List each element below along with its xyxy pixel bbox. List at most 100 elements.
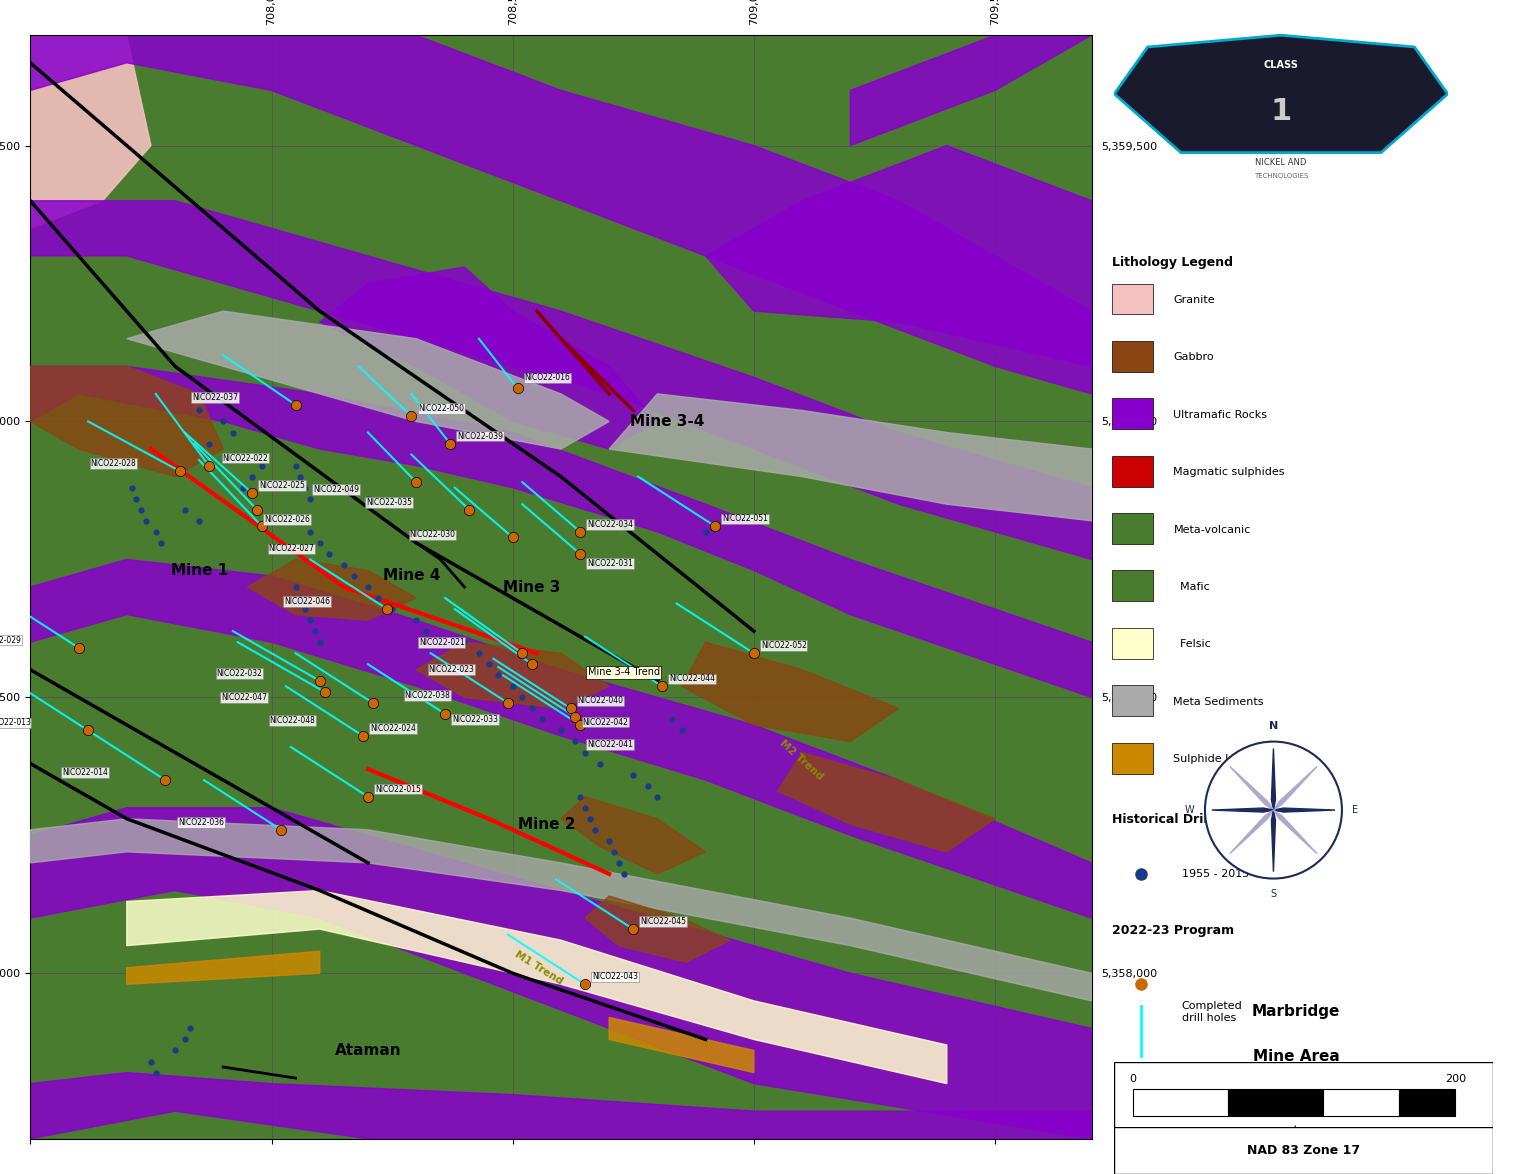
Polygon shape bbox=[561, 797, 705, 873]
Point bbox=[622, 765, 646, 784]
Point bbox=[741, 643, 766, 662]
Point bbox=[611, 864, 635, 883]
Polygon shape bbox=[609, 1018, 753, 1073]
Text: NICO22-037: NICO22-037 bbox=[193, 393, 238, 402]
Text: NICO22-040: NICO22-040 bbox=[578, 696, 623, 706]
Bar bbox=[1111, 456, 1152, 486]
Polygon shape bbox=[850, 35, 1092, 146]
Point bbox=[299, 610, 323, 629]
Polygon shape bbox=[585, 896, 729, 963]
Point bbox=[511, 688, 535, 707]
Point bbox=[240, 484, 264, 502]
Text: 200: 200 bbox=[1445, 1074, 1466, 1084]
Text: Mine Area: Mine Area bbox=[1252, 1048, 1340, 1064]
Polygon shape bbox=[1211, 808, 1273, 812]
Text: NICO22-045: NICO22-045 bbox=[640, 917, 687, 926]
Text: Mine 3-4: Mine 3-4 bbox=[629, 414, 705, 429]
Polygon shape bbox=[1273, 767, 1317, 810]
Point bbox=[399, 406, 423, 425]
Text: NICO22-016: NICO22-016 bbox=[525, 373, 570, 383]
Text: NICO22-033: NICO22-033 bbox=[452, 715, 499, 724]
Point bbox=[356, 578, 381, 596]
Polygon shape bbox=[127, 951, 320, 984]
Bar bbox=[1398, 1089, 1455, 1115]
Point bbox=[221, 423, 246, 441]
Text: M1 Trend: M1 Trend bbox=[512, 949, 564, 986]
Point bbox=[568, 522, 593, 541]
Point bbox=[467, 643, 491, 662]
Polygon shape bbox=[30, 366, 1092, 697]
Bar bbox=[1111, 571, 1152, 601]
Point bbox=[308, 633, 332, 652]
Point bbox=[670, 721, 694, 740]
Point bbox=[496, 694, 520, 713]
Polygon shape bbox=[127, 311, 609, 448]
Point bbox=[374, 600, 399, 619]
Point bbox=[303, 622, 327, 641]
Text: NICO22-032: NICO22-032 bbox=[217, 669, 262, 677]
Text: NICO22-028: NICO22-028 bbox=[91, 459, 136, 468]
Text: Meta Sediments: Meta Sediments bbox=[1173, 697, 1264, 707]
Text: NICO22-051: NICO22-051 bbox=[722, 514, 769, 524]
Point bbox=[317, 545, 341, 564]
Point bbox=[144, 522, 168, 541]
Text: Mine 3: Mine 3 bbox=[503, 580, 561, 594]
Polygon shape bbox=[778, 753, 994, 852]
Point bbox=[573, 743, 597, 762]
Text: NICKEL AND: NICKEL AND bbox=[1255, 157, 1307, 167]
Text: NICO22-044: NICO22-044 bbox=[669, 674, 716, 683]
Text: NICO22-029: NICO22-029 bbox=[0, 635, 21, 645]
Point bbox=[558, 699, 582, 717]
Point bbox=[635, 776, 659, 795]
Text: Mine 1: Mine 1 bbox=[170, 564, 227, 578]
Text: NICO22-027: NICO22-027 bbox=[268, 545, 315, 553]
Bar bbox=[1228, 1089, 1322, 1115]
Text: NICO22-047: NICO22-047 bbox=[221, 693, 267, 702]
Text: Historical Drill Collars: Historical Drill Collars bbox=[1111, 814, 1264, 826]
Text: NICO22-023: NICO22-023 bbox=[429, 666, 475, 674]
Polygon shape bbox=[30, 1073, 1092, 1139]
Point bbox=[288, 588, 312, 607]
Point bbox=[230, 478, 255, 497]
Text: CLASS: CLASS bbox=[1263, 60, 1299, 69]
Point bbox=[578, 809, 602, 828]
Polygon shape bbox=[30, 808, 1092, 1139]
Text: NICO22-049: NICO22-049 bbox=[312, 485, 359, 494]
Text: meters: meters bbox=[1276, 1125, 1316, 1135]
Text: NICO22-039: NICO22-039 bbox=[456, 432, 503, 440]
Point bbox=[356, 490, 381, 508]
Text: NICO22-031: NICO22-031 bbox=[587, 559, 634, 568]
Point bbox=[250, 457, 274, 475]
Text: Ultramafic Rocks: Ultramafic Rocks bbox=[1173, 410, 1267, 420]
Polygon shape bbox=[30, 366, 223, 477]
Point bbox=[240, 467, 264, 486]
Text: NICO22-021: NICO22-021 bbox=[418, 639, 465, 647]
Polygon shape bbox=[1229, 767, 1273, 810]
Text: NICO22-013: NICO22-013 bbox=[0, 718, 30, 728]
Polygon shape bbox=[30, 201, 1092, 559]
Text: Magmatic sulphides: Magmatic sulphides bbox=[1173, 467, 1286, 477]
Point bbox=[500, 677, 525, 696]
Polygon shape bbox=[682, 642, 899, 742]
Point bbox=[529, 710, 553, 729]
Text: Completed
drill holes: Completed drill holes bbox=[1181, 1001, 1242, 1023]
Point bbox=[511, 643, 535, 662]
Polygon shape bbox=[1272, 749, 1275, 810]
Bar bbox=[1111, 628, 1152, 659]
Point bbox=[149, 533, 173, 552]
Text: N: N bbox=[1269, 721, 1278, 731]
Text: Granite: Granite bbox=[1173, 295, 1214, 305]
Point bbox=[458, 500, 482, 519]
Point bbox=[288, 467, 312, 486]
Point bbox=[341, 567, 365, 586]
Text: NICO22-046: NICO22-046 bbox=[283, 598, 330, 606]
Point bbox=[500, 528, 525, 547]
Point bbox=[356, 788, 381, 807]
Point bbox=[505, 379, 529, 398]
Point bbox=[162, 1041, 186, 1060]
Polygon shape bbox=[1272, 810, 1275, 871]
Point bbox=[650, 677, 675, 696]
Point bbox=[549, 721, 573, 740]
Point bbox=[312, 682, 337, 701]
Circle shape bbox=[1205, 742, 1342, 878]
